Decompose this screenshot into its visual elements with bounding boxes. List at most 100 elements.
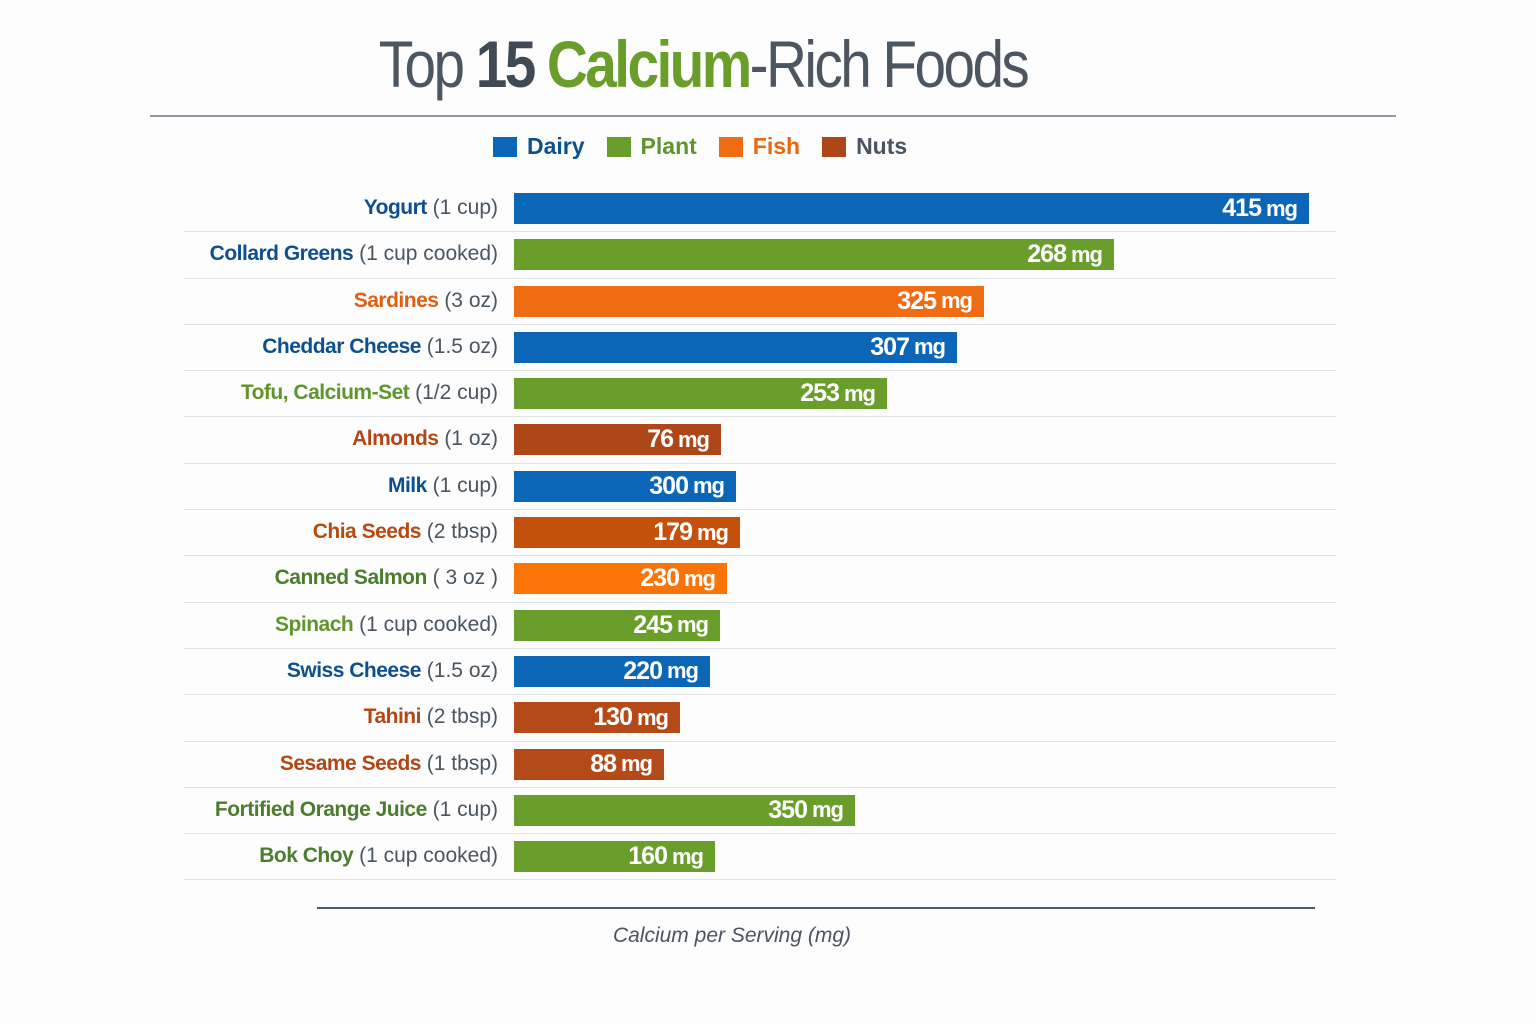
- bar-value: 415: [1222, 194, 1262, 222]
- serving-size: (1 cup cooked): [359, 242, 498, 266]
- bar-value: 130: [593, 703, 633, 732]
- bar-row: Cheddar Cheese (1.5 oz) 307 mg: [184, 325, 1336, 372]
- bar-value: 300: [649, 471, 689, 500]
- bar-unit: mg: [812, 797, 844, 823]
- bar-fish: 230 mg: [514, 563, 727, 595]
- row-label: Milk (1 cup): [388, 464, 498, 508]
- bar-row: Milk (1 cup) 300 mg: [184, 464, 1336, 511]
- row-label: Bok Choy (1 cup cooked): [259, 834, 498, 878]
- serving-size: (1 cup cooked): [359, 844, 498, 868]
- bar-row: Swiss Cheese (1.5 oz) 220 mg: [184, 649, 1336, 696]
- legend-swatch-icon: [718, 136, 743, 157]
- x-axis-line: [317, 907, 1315, 909]
- serving-size: (2 tbsp): [426, 705, 498, 729]
- bar-value: 325: [897, 286, 937, 315]
- bar-row: Tahini (2 tbsp) 130 mg: [184, 695, 1336, 742]
- bar-row: Yogurt (1 cup) 415 mg: [184, 186, 1336, 233]
- serving-size: ( 3 oz ): [432, 566, 498, 590]
- food-name: Sardines: [353, 288, 439, 312]
- bar-row: Sardines (3 oz) 325 mg: [184, 279, 1336, 325]
- food-name: Milk: [387, 473, 427, 497]
- bar-plant: 245 mg: [514, 609, 720, 641]
- bar-row: Collard Greens (1 cup cooked) 268 mg: [184, 232, 1336, 279]
- title-part-2: -Rich Foods: [749, 27, 1030, 101]
- bar-unit: mg: [941, 288, 973, 314]
- legend-swatch-icon: [493, 136, 517, 157]
- bar-plant: 160 mg: [514, 841, 715, 873]
- bar-value: 160: [628, 842, 668, 871]
- bar-unit: mg: [1071, 241, 1103, 267]
- bar-value: 268: [1027, 240, 1067, 269]
- bar-value: 230: [640, 564, 680, 593]
- food-name: Swiss Cheese: [286, 658, 422, 682]
- bar-unit: mg: [621, 751, 653, 777]
- row-label: Canned Salmon ( 3 oz ): [275, 556, 498, 600]
- legend-swatch-icon: [822, 136, 847, 157]
- legend-item-nuts: Nuts: [822, 133, 907, 160]
- bar-unit: mg: [844, 380, 876, 406]
- bar-plant: 253 mg: [514, 378, 887, 410]
- bar-value: 179: [653, 518, 693, 547]
- title-number: 15: [475, 27, 537, 101]
- row-label: Cheddar Cheese (1.5 oz): [262, 325, 498, 369]
- row-label: Collard Greens (1 cup cooked): [210, 232, 498, 276]
- legend-item-dairy: Dairy: [493, 133, 585, 160]
- serving-size: (1/2 cup): [415, 381, 498, 405]
- bar-value: 88: [590, 749, 617, 778]
- row-label: Almonds (1 oz): [352, 417, 498, 461]
- chart-title: Top 15 Calcium-Rich Foods: [98, 26, 1307, 102]
- serving-size: (1 cup cooked): [359, 612, 498, 636]
- food-name: Canned Salmon: [274, 566, 428, 590]
- serving-size: (1 cup): [432, 797, 498, 821]
- serving-size: (3 oz): [444, 288, 498, 312]
- bar-unit: mg: [697, 519, 729, 545]
- food-name: Spinach: [275, 612, 354, 636]
- row-label: Tofu, Calcium-Set (1/2 cup): [241, 371, 498, 415]
- bar-row: Bok Choy (1 cup cooked) 160 mg: [184, 834, 1336, 881]
- row-label: Chia Seeds (2 tbsp): [313, 510, 498, 554]
- bar-dairy: 220 mg: [514, 655, 710, 687]
- food-name: Fortified Orange Juice: [214, 797, 427, 821]
- serving-size: (2 tbsp): [426, 520, 498, 544]
- serving-size: (1 oz): [444, 427, 498, 451]
- legend: Dairy Plant Fish Nuts: [493, 133, 929, 160]
- serving-size: (1.5 oz): [426, 334, 498, 358]
- bar-unit: mg: [684, 565, 716, 591]
- legend-item-plant: Plant: [606, 133, 697, 160]
- bar-row: Spinach (1 cup cooked) 245 mg: [184, 603, 1336, 649]
- bar-dairy: 415 mg: [514, 193, 1309, 224]
- bar-value: 253: [800, 379, 840, 408]
- bar-nuts: 179 mg: [514, 517, 740, 549]
- bar-unit: mg: [1266, 195, 1298, 221]
- title-divider: [150, 115, 1396, 117]
- bar-nuts: 130 mg: [514, 702, 680, 734]
- x-axis-label: Calcium per Serving (mg): [612, 924, 852, 947]
- bar-value: 350: [768, 795, 808, 824]
- food-name: Tofu, Calcium-Set: [240, 381, 410, 405]
- row-label: Swiss Cheese (1.5 oz): [287, 649, 498, 693]
- food-name: Yogurt: [363, 196, 428, 219]
- food-name: Cheddar Cheese: [262, 334, 421, 358]
- bar-row: Almonds (1 oz) 76 mg: [184, 417, 1336, 464]
- bar-value: 76: [647, 425, 674, 454]
- row-label: Yogurt (1 cup): [364, 186, 498, 230]
- row-label: Fortified Orange Juice (1 cup): [215, 788, 498, 832]
- bar-unit: mg: [672, 843, 704, 869]
- legend-item-fish: Fish: [718, 133, 800, 160]
- serving-size: (1 tbsp): [426, 751, 498, 775]
- row-label: Sardines (3 oz): [354, 279, 498, 323]
- bar-unit: mg: [914, 334, 946, 360]
- bar-value: 245: [633, 610, 673, 639]
- bar-plant: 268 mg: [514, 239, 1114, 271]
- food-name: Sesame Seeds: [279, 751, 422, 775]
- title-part-1: Top: [378, 27, 476, 101]
- bar-unit: mg: [637, 704, 669, 730]
- bar-chart: Yogurt (1 cup) 415 mg Collard Greens (1 cup…: [184, 186, 1336, 881]
- bar-value: 220: [623, 656, 663, 685]
- legend-label: Dairy: [527, 133, 585, 159]
- bar-fish: 325 mg: [514, 285, 984, 317]
- bar-dairy: 300 mg: [514, 470, 736, 502]
- legend-swatch-icon: [606, 136, 631, 157]
- serving-size: (1 cup): [432, 196, 498, 219]
- bar-dairy: 307 mg: [514, 331, 957, 363]
